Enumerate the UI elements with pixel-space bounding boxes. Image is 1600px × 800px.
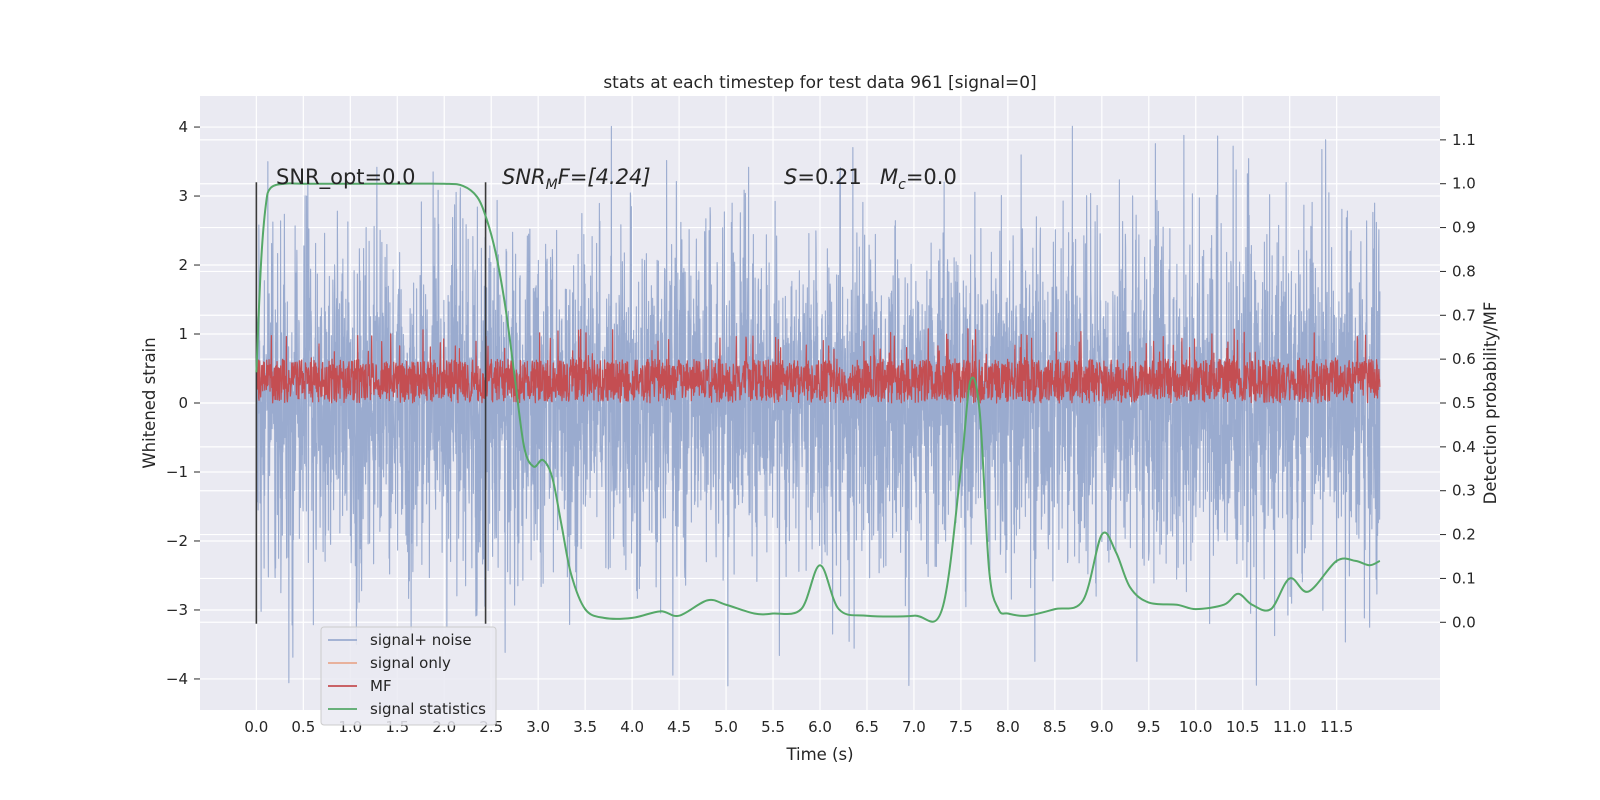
signal-noise-line [255, 125, 1381, 687]
y-right-tick-label: 1.1 [1452, 131, 1476, 149]
y-axis-left-label: Whitened strain [140, 337, 159, 468]
x-tick-label: 11.5 [1320, 718, 1353, 736]
y-left-tick-label: 0 [178, 394, 188, 412]
y-left-tick-label: 4 [178, 118, 188, 136]
x-tick-label: 8.5 [1043, 718, 1067, 736]
y-axis-right-label: Detection probability/MF [1481, 302, 1500, 505]
x-axis-label: Time (s) [785, 745, 853, 764]
y-right-tick-label: 0.5 [1452, 394, 1476, 412]
mc-main: M [880, 165, 898, 189]
mc-annotation: Mc=0.0 [880, 165, 957, 193]
vertical-markers [255, 182, 487, 624]
y-right-tick-label: 0.6 [1452, 350, 1476, 368]
mc-rest: =0.0 [906, 165, 957, 189]
chart-title: stats at each timestep for test data 961… [603, 73, 1036, 93]
y-left-tick-label: −3 [166, 601, 188, 619]
mf-line [255, 328, 1381, 404]
x-tick-label: 7.0 [902, 718, 926, 736]
legend-label-signal-only: signal only [370, 654, 451, 672]
snr-mf-main: SNR [502, 165, 546, 189]
mf-series [255, 328, 1381, 404]
y-right-tick-label: 1.0 [1452, 175, 1476, 193]
legend-label-signal-statistics: signal statistics [370, 700, 486, 718]
snr-mf-annotation: SNRMF=[4.24] [502, 165, 651, 193]
x-tick-label: 8.0 [996, 718, 1020, 736]
x-tick-label: 3.0 [526, 718, 550, 736]
x-tick-label: 10.5 [1226, 718, 1259, 736]
signal-noise-series [255, 125, 1381, 687]
x-tick-label: 9.5 [1137, 718, 1161, 736]
x-tick-label: 10.0 [1179, 718, 1212, 736]
y-right-tick-label: 0.2 [1452, 526, 1476, 544]
legend-label-signal-noise: signal+ noise [370, 631, 472, 649]
y-right-tick-label: 0.4 [1452, 438, 1476, 456]
x-tick-label: 9.0 [1090, 718, 1114, 736]
x-tick-label: 11.0 [1273, 718, 1306, 736]
x-tick-label: 5.5 [761, 718, 785, 736]
y-right-tick-label: 0.9 [1452, 219, 1476, 237]
x-tick-label: 4.5 [667, 718, 691, 736]
snr-mf-sub: M [546, 177, 558, 193]
s-main: S [784, 165, 797, 189]
y-left-tick-label: 1 [178, 325, 188, 343]
mc-sub: c [898, 177, 906, 193]
x-tick-label: 6.5 [855, 718, 879, 736]
legend: signal+ noise signal only MF signal stat… [320, 626, 497, 726]
y-left-tick-label: −2 [166, 532, 188, 550]
y-right-tick-label: 0.8 [1452, 262, 1476, 280]
y-left-tick-label: 3 [178, 187, 188, 205]
y-right-tick-label: 0.0 [1452, 613, 1476, 631]
snr-mf-rest: F=[4.24] [558, 165, 651, 189]
y-left-tick-label: 2 [178, 256, 188, 274]
x-tick-label: 4.0 [620, 718, 644, 736]
x-tick-label: 7.5 [949, 718, 973, 736]
x-tick-label: 5.0 [714, 718, 738, 736]
x-tick-label: 6.0 [808, 718, 832, 736]
y-left-tick-label: −1 [166, 463, 188, 481]
y-right-tick-label: 0.3 [1452, 482, 1476, 500]
legend-label-mf: MF [370, 677, 392, 695]
x-tick-label: 0.5 [291, 718, 315, 736]
signal-statistics-line [255, 182, 1381, 623]
x-tick-label: 0.0 [244, 718, 268, 736]
signal-statistics-series [255, 182, 1381, 623]
y-right-tick-label: 0.1 [1452, 569, 1476, 587]
s-annotation: S=0.21 [784, 165, 862, 189]
s-rest: =0.21 [797, 165, 861, 189]
y-right-tick-label: 0.7 [1452, 306, 1476, 324]
y-left-tick-label: −4 [166, 670, 188, 688]
x-tick-label: 3.5 [573, 718, 597, 736]
snr-opt-annotation: SNR_opt=0.0 [276, 165, 416, 190]
legend-box [320, 626, 497, 726]
